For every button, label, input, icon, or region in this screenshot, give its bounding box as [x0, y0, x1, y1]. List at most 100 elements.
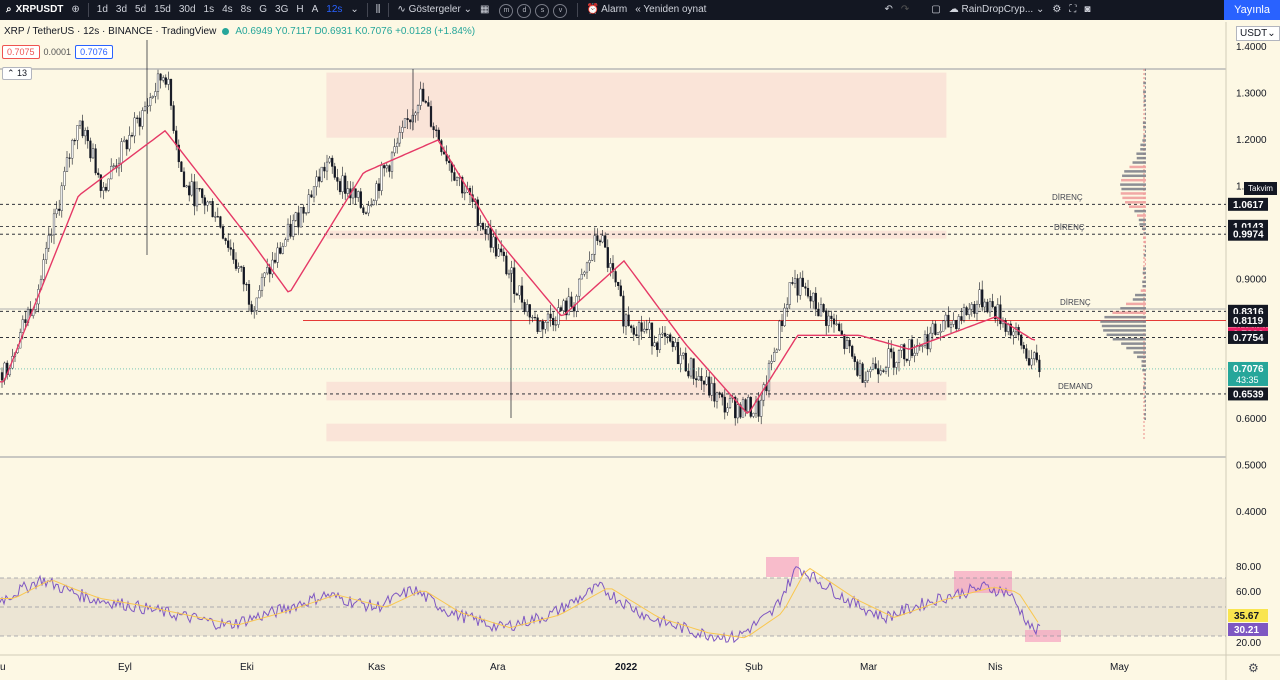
ask-price[interactable]: 0.7076: [75, 45, 113, 59]
candle-body: [715, 392, 719, 402]
interval-3d[interactable]: 3d: [115, 4, 128, 15]
candle-body: [312, 186, 316, 198]
indicators-button[interactable]: ∿ Göstergeler ⌄: [393, 0, 476, 20]
interval-1s[interactable]: 1s: [203, 4, 215, 15]
candle-body: [104, 186, 108, 191]
candle-body: [1030, 358, 1033, 366]
candle-body: [552, 317, 555, 326]
price-level-tag[interactable]: [1228, 330, 1268, 344]
candle-body: [968, 308, 971, 315]
interval-A[interactable]: A: [311, 4, 319, 15]
bid-price[interactable]: 0.7075: [2, 45, 40, 59]
user-button[interactable]: ☁ RainDropCryp... ⌄: [945, 0, 1049, 20]
indicator-count-badge[interactable]: ⌃ 13: [2, 67, 33, 80]
settings-gear-icon[interactable]: ⚙: [1052, 4, 1062, 15]
candle-body: [890, 348, 893, 353]
top-toolbar: ⌕ XRPUSDT ⊕ 1d 3d 5d 15d 30d 1s 4s 8s G 3G H A 12s ⌄…: [0, 0, 1280, 20]
price-level-tag-text: 0.8119: [1233, 316, 1263, 327]
rsi-line: [0, 566, 1041, 644]
interval-H[interactable]: H: [296, 4, 304, 15]
interval-group: 1d 3d 5d 15d 30d 1s 4s 8s G 3G H A 12s: [93, 0, 347, 20]
circle-d-icon[interactable]: d: [517, 4, 532, 18]
candle-body: [583, 271, 586, 275]
candle-body: [419, 88, 422, 106]
redo-icon[interactable]: ↷: [900, 4, 910, 15]
fullscreen-icon[interactable]: ⛶: [1069, 4, 1077, 15]
currency-selector[interactable]: USDT⌄: [1236, 26, 1280, 41]
layout-square-icon[interactable]: ▢: [931, 4, 941, 15]
candle-body: [128, 135, 131, 150]
axis-settings-gear-icon[interactable]: ⚙: [1248, 661, 1259, 675]
time-axis-label: u: [0, 662, 6, 673]
interval-G[interactable]: G: [259, 4, 268, 15]
level-annotation: DİRENÇ: [1054, 223, 1085, 232]
volume-profile-bar: [1101, 324, 1146, 328]
candle-body: [791, 282, 794, 284]
candle-body: [323, 166, 326, 172]
candle-body: [276, 247, 279, 263]
price-level-tag[interactable]: [1228, 197, 1268, 211]
interval-dropdown-chevron-icon[interactable]: ⌄: [350, 4, 359, 15]
alarm-icon: ⏰: [586, 4, 599, 15]
supply-demand-zone: [326, 72, 947, 138]
replay-button[interactable]: « Yeniden oynat: [631, 0, 710, 20]
price-level-tag[interactable]: [1228, 387, 1268, 401]
candle-body: [292, 220, 295, 237]
candle-body: [518, 285, 521, 296]
current-price-tag[interactable]: [1228, 361, 1268, 386]
indicator-count: 13: [17, 68, 28, 78]
alarm-button[interactable]: ⏰ Alarm: [582, 0, 631, 20]
candle-body: [913, 352, 916, 356]
interval-3G[interactable]: 3G: [275, 4, 289, 15]
candle-body: [185, 185, 188, 188]
circle-m-icon[interactable]: m: [499, 4, 514, 18]
interval-5d[interactable]: 5d: [135, 4, 147, 15]
circle-v-icon[interactable]: v: [553, 4, 568, 18]
candle-body: [973, 304, 976, 314]
circle-s-icon[interactable]: s: [535, 4, 550, 18]
interval-30d[interactable]: 30d: [178, 4, 196, 15]
price-level-tag[interactable]: [1228, 227, 1268, 241]
volume-profile-bar: [1143, 95, 1146, 98]
volume-profile-bar: [1136, 152, 1146, 155]
candle-body: [580, 274, 583, 280]
supply-demand-zone: [326, 381, 947, 401]
compare-symbol-icon[interactable]: ⊕: [71, 4, 80, 15]
candle-body: [370, 204, 373, 206]
candle-body: [778, 320, 781, 351]
layout-icon[interactable]: ▦: [479, 4, 490, 15]
candle-body: [801, 277, 804, 287]
rsi-signal-tag[interactable]: [1228, 609, 1268, 622]
publish-button[interactable]: Yayınla: [1224, 0, 1280, 20]
rsi-axis-tick: 60.00: [1236, 587, 1261, 598]
interval-1d[interactable]: 1d: [96, 4, 108, 15]
interval-15d[interactable]: 15d: [154, 4, 171, 15]
interval-8s[interactable]: 8s: [240, 4, 252, 15]
interval-4s[interactable]: 4s: [222, 4, 233, 15]
interval-12s[interactable]: 12s: [326, 4, 343, 15]
rsi-value-tag[interactable]: [1228, 623, 1268, 636]
indicators-label: Göstergeler: [408, 4, 461, 15]
volume-profile-bar: [1144, 417, 1146, 420]
candle-body: [255, 297, 258, 311]
candle-body: [281, 246, 284, 254]
candle-body: [827, 315, 830, 326]
symbol-search-button[interactable]: ⌕ XRPUSDT: [0, 0, 67, 20]
price-level-tag-text: 0.8316: [1233, 307, 1264, 318]
candle-body: [736, 404, 739, 419]
candle-body: [983, 301, 986, 308]
candle-style-icon[interactable]: ⫼: [375, 4, 381, 15]
candle-body: [682, 352, 685, 356]
candle-body: [377, 183, 381, 191]
symbol-title[interactable]: XRP / TetherUS · 12s · BINANCE · Trading…: [4, 26, 217, 37]
candle-body: [949, 324, 953, 328]
candle-body: [702, 380, 706, 385]
undo-icon[interactable]: ↶: [884, 4, 893, 15]
candle-body: [406, 118, 409, 121]
price-level-tag[interactable]: [1228, 313, 1268, 327]
camera-icon[interactable]: ◙: [1084, 4, 1091, 15]
candle-body: [541, 321, 544, 330]
candle-body: [388, 165, 391, 172]
